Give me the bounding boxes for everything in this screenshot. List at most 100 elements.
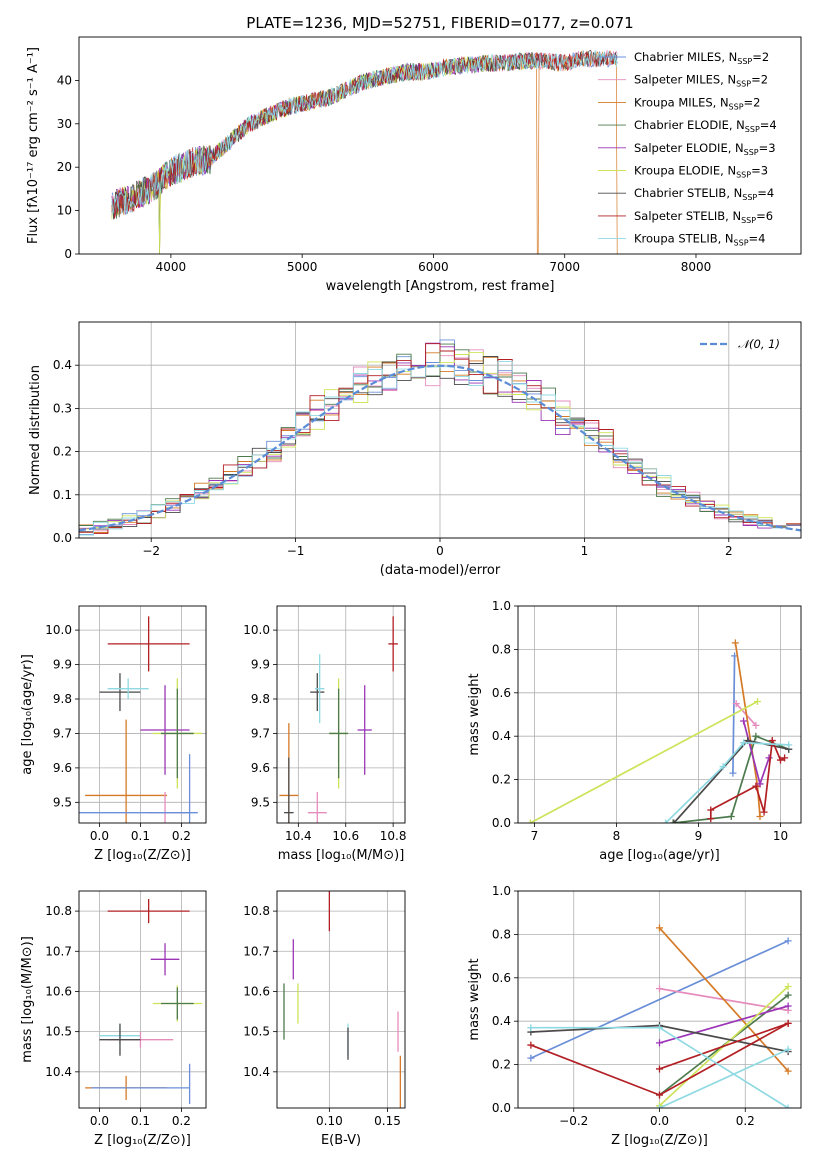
legend-label: Salpeter MILES, NSSP=2 (634, 73, 768, 89)
x-tick-label: 10.6 (332, 829, 359, 843)
axes-spectrum: 4000 5000 6000 7000 8000 0 10 20 30 40 wavelength … (26, 47, 711, 294)
y-tick-label: 9.6 (251, 761, 270, 775)
y-tick-label: 0.0 (53, 531, 72, 545)
weight-line (659, 1048, 789, 1108)
errorbar-point (140, 685, 190, 775)
y-tick-label: 10.0 (45, 623, 72, 637)
weight-marker (754, 697, 762, 705)
weight-marker (784, 991, 792, 999)
legend-label: Salpeter ELODIE, NSSP=3 (634, 141, 776, 157)
y-tick-label: 10.4 (45, 1065, 72, 1079)
x-tick-label: −2 (142, 544, 160, 558)
legend-label: Salpeter STELIB, NSSP=6 (634, 209, 773, 225)
x-tick-label: −1 (287, 544, 305, 558)
x-tick-label: 0.0 (90, 829, 109, 843)
x-tick-label: 4000 (156, 260, 187, 274)
y-tick-label: 0.4 (492, 1014, 511, 1028)
x-axis-label: age [log₁₀(age/yr)] (599, 848, 720, 863)
x-tick-label: 10.4 (285, 829, 312, 843)
errorbar-point (388, 616, 398, 672)
y-tick-label: 0.8 (492, 642, 511, 656)
y-tick-label: 10.6 (45, 984, 72, 998)
x-tick-label: 0.2 (172, 829, 191, 843)
x-axis-label: wavelength [Angstrom, rest frame] (326, 279, 555, 294)
spectrum-line (111, 49, 618, 220)
weight-marker (732, 700, 740, 708)
y-tick-label: 9.9 (53, 658, 72, 672)
x-axis-label: mass [log₁₀(M/M⊙)] (278, 848, 405, 863)
y-tick-label: 10.6 (243, 984, 270, 998)
weight-marker (656, 985, 663, 993)
axes-residuals: −2 −1 0 1 2 0.0 0.1 0.2 0.3 0.4 (data-model)/error… (28, 322, 801, 578)
errorbar-point (99, 1023, 141, 1056)
weight-marker (752, 782, 760, 790)
weight-marker (656, 1104, 663, 1108)
x-axis-label: Z [log₁₀(Z/Z⊙)] (94, 848, 191, 863)
weight-marker (707, 806, 715, 814)
weight-line (665, 741, 789, 823)
weight-marker (784, 1045, 792, 1053)
weight-marker (784, 1019, 792, 1027)
residuals-frame (78, 321, 802, 539)
weight-marker (656, 1024, 663, 1032)
y-tick-label: 9.6 (53, 761, 72, 775)
weight-marker (527, 1041, 535, 1049)
spectrum-line (111, 50, 618, 219)
weight-marker (784, 1002, 792, 1010)
y-tick-label: 30 (57, 117, 72, 131)
y-tick-label: 10 (57, 204, 72, 218)
x-tick-label: 0.1 (131, 829, 150, 843)
spectrum-line (111, 52, 536, 219)
errorbar-point (310, 673, 325, 712)
weight-marker (768, 737, 776, 745)
legend-label: Chabrier STELIB, NSSP=4 (634, 186, 774, 202)
weight-marker (729, 769, 737, 777)
x-tick-label: 7000 (549, 260, 580, 274)
errorbar-point (307, 792, 327, 823)
x-tick-label: 10 (773, 829, 788, 843)
errorbar-point (160, 688, 194, 779)
y-axis-label: Normed distribution (28, 365, 43, 495)
weight-marker (707, 815, 715, 823)
spectrum-legend: Chabrier MILES, NSSP=2 Salpeter MILES, NS… (598, 50, 777, 248)
normal-curve (78, 364, 802, 532)
mass_vs_EBV-frame (276, 890, 406, 1109)
histogram-step (79, 356, 801, 533)
weight-marker (752, 732, 760, 740)
y-tick-label: 9.5 (53, 795, 72, 809)
y-tick-label: 0.6 (492, 971, 511, 985)
weight-marker (784, 937, 792, 945)
weight-marker (656, 924, 663, 932)
weight-marker (752, 721, 760, 729)
weight-marker (669, 819, 677, 823)
y-tick-label: 0.0 (492, 1101, 511, 1115)
y-axis-label: mass [log₁₀(M/M⊙)] (20, 936, 35, 1063)
weight-marker (740, 717, 748, 725)
y-tick-label: 1.0 (492, 599, 511, 613)
y-axis-label: mass weight (467, 958, 482, 1040)
x-tick-label: 10.8 (380, 829, 407, 843)
y-tick-label: 10.8 (243, 904, 270, 918)
y-tick-label: 40 (57, 73, 72, 87)
weight-marker (527, 1054, 535, 1062)
y-tick-label: 0.4 (492, 729, 511, 743)
weight-marker (656, 1065, 663, 1073)
y-tick-label: 0.6 (492, 686, 511, 700)
y-axis-label: age [log₁₀(age/yr)] (20, 654, 35, 775)
errorbar-point (85, 719, 168, 823)
axes-mass_vs_EBV: 0.10 0.15 10.4 10.5 10.6 10.7 10.8 E(B-V) (243, 891, 405, 1148)
weight-marker (727, 812, 735, 820)
x-tick-label: 0.10 (316, 1114, 343, 1128)
x-tick-label: 0.15 (374, 1114, 401, 1128)
errorbar-point (99, 673, 141, 712)
x-tick-label: 0.2 (736, 1114, 755, 1128)
weight-marker (756, 812, 764, 820)
x-tick-label: −0.2 (559, 1114, 588, 1128)
weight-marker (656, 1039, 663, 1047)
errorbar-point (107, 616, 190, 672)
axes-age_vs_mass: 10.4 10.6 10.8 9.5 9.6 9.7 9.8 9.9 10.0 mass [log… (243, 606, 407, 863)
spectrum-line (111, 51, 536, 254)
weight-marker (784, 1104, 792, 1108)
weight-marker (785, 741, 793, 749)
